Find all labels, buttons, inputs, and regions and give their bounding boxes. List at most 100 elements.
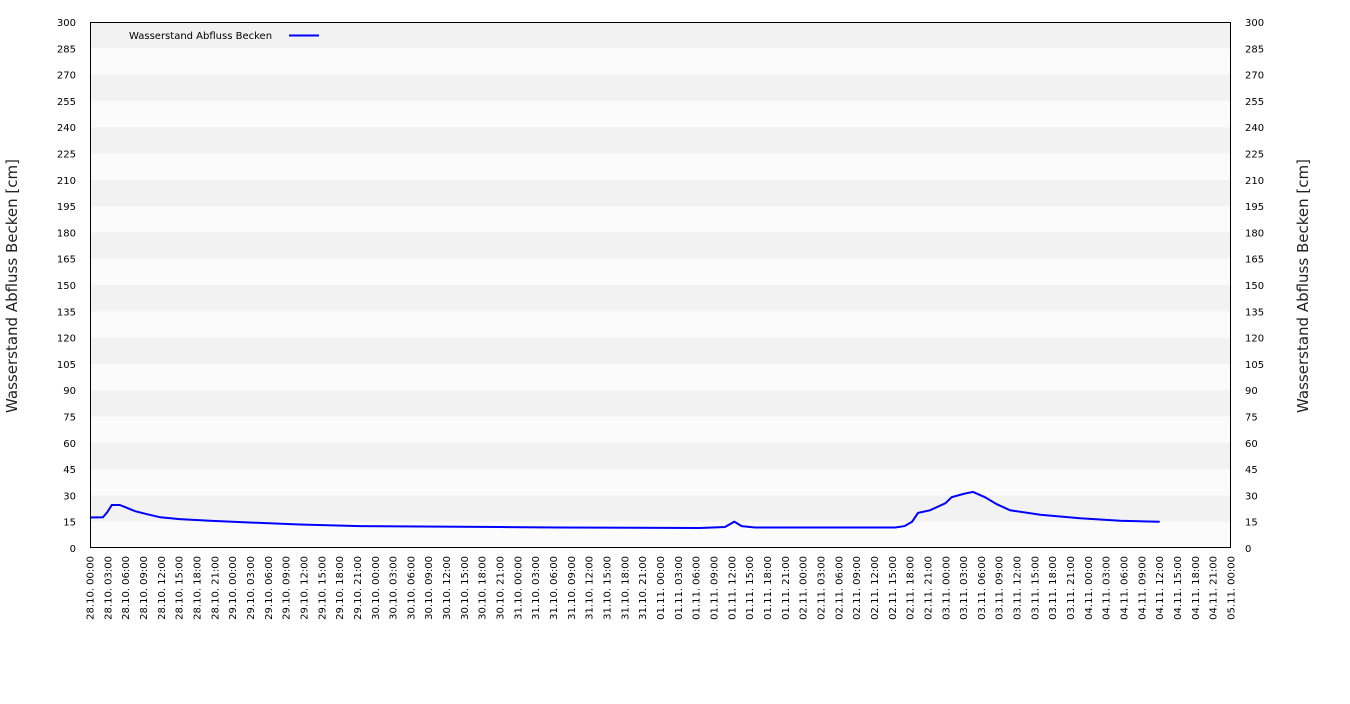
y-axis-left-label: Wasserstand Abfluss Becken [cm] bbox=[3, 159, 21, 413]
x-tick-label: 03.11. 12:00 bbox=[1013, 556, 1024, 620]
y-tick-label-right: 225 bbox=[1245, 150, 1264, 161]
x-tick-label: 31.10. 09:00 bbox=[567, 556, 578, 620]
x-tick-label: 04.11. 09:00 bbox=[1137, 556, 1148, 620]
x-tick-label: 03.11. 09:00 bbox=[995, 556, 1006, 620]
x-tick-label: 30.10. 18:00 bbox=[478, 556, 489, 620]
y-tick-label-right: 105 bbox=[1245, 360, 1264, 371]
x-tick-label: 31.10. 00:00 bbox=[513, 556, 524, 620]
x-tick-label: 03.11. 06:00 bbox=[977, 556, 988, 620]
x-tick-label: 02.11. 06:00 bbox=[834, 556, 845, 620]
y-tick-label-left: 135 bbox=[57, 307, 76, 318]
y-tick-label-right: 60 bbox=[1245, 439, 1258, 450]
x-tick-label: 28.10. 18:00 bbox=[192, 556, 203, 620]
y-tick-label-left: 75 bbox=[63, 413, 76, 424]
y-tick-label-right: 0 bbox=[1245, 544, 1251, 555]
grid-band bbox=[90, 416, 1231, 443]
y-tick-label-left: 150 bbox=[57, 281, 76, 292]
x-tick-label: 28.10. 09:00 bbox=[139, 556, 150, 620]
x-tick-label: 29.10. 18:00 bbox=[335, 556, 346, 620]
grid-bands bbox=[90, 22, 1231, 548]
y-tick-label-left: 285 bbox=[57, 44, 76, 55]
x-tick-label: 01.11. 15:00 bbox=[745, 556, 756, 620]
series-line-wasserstand bbox=[89, 490, 1160, 530]
x-tick-label: 03.11. 21:00 bbox=[1066, 556, 1077, 620]
y-tick-label-left: 300 bbox=[57, 18, 76, 29]
x-tick-label: 05.11. 00:00 bbox=[1227, 556, 1238, 620]
y-tick-label-left: 90 bbox=[63, 386, 76, 397]
y-tick-label-right: 15 bbox=[1245, 518, 1258, 529]
y-axis-right-ticks: 0 15 30 45 60 75 90 105 120 135 150 165 180 195 210 225… bbox=[1245, 18, 1264, 555]
x-tick-label: 31.10. 15:00 bbox=[603, 556, 614, 620]
x-tick-label: 28.10. 15:00 bbox=[175, 556, 186, 620]
x-tick-label: 04.11. 00:00 bbox=[1084, 556, 1095, 620]
y-tick-label-right: 45 bbox=[1245, 465, 1258, 476]
x-tick-label: 01.11. 21:00 bbox=[781, 556, 792, 620]
x-tick-label: 30.10. 00:00 bbox=[371, 556, 382, 620]
x-tick-label: 31.10. 03:00 bbox=[531, 556, 542, 620]
y-tick-label-left: 270 bbox=[57, 71, 76, 82]
x-tick-label: 29.10. 12:00 bbox=[299, 556, 310, 620]
x-tick-label: 31.10. 18:00 bbox=[620, 556, 631, 620]
x-tick-label: 04.11. 18:00 bbox=[1191, 556, 1202, 620]
grid-band bbox=[90, 521, 1231, 548]
x-tick-label: 28.10. 12:00 bbox=[157, 556, 168, 620]
x-tick-label: 28.10. 06:00 bbox=[121, 556, 132, 620]
y-tick-label-right: 75 bbox=[1245, 413, 1258, 424]
y-tick-label-left: 105 bbox=[57, 360, 76, 371]
x-tick-label: 30.10. 15:00 bbox=[460, 556, 471, 620]
y-tick-label-left: 30 bbox=[63, 491, 76, 502]
y-tick-label-right: 240 bbox=[1245, 123, 1264, 134]
x-tick-label: 04.11. 06:00 bbox=[1120, 556, 1131, 620]
x-tick-label: 29.10. 21:00 bbox=[353, 556, 364, 620]
x-tick-label: 31.10. 12:00 bbox=[585, 556, 596, 620]
y-tick-label-left: 255 bbox=[57, 97, 76, 108]
x-tick-label: 01.11. 06:00 bbox=[692, 556, 703, 620]
x-tick-label: 29.10. 00:00 bbox=[228, 556, 239, 620]
y-tick-label-left: 225 bbox=[57, 150, 76, 161]
x-tick-label: 29.10. 15:00 bbox=[317, 556, 328, 620]
y-tick-label-left: 195 bbox=[57, 202, 76, 213]
grid-band bbox=[90, 22, 1231, 49]
x-tick-label: 29.10. 03:00 bbox=[246, 556, 257, 620]
y-tick-label-left: 240 bbox=[57, 123, 76, 134]
x-tick-label: 02.11. 15:00 bbox=[888, 556, 899, 620]
x-tick-label: 30.10. 12:00 bbox=[442, 556, 453, 620]
legend-label: Wasserstand Abfluss Becken bbox=[129, 31, 272, 42]
x-tick-label: 31.10. 06:00 bbox=[549, 556, 560, 620]
y-tick-label-left: 210 bbox=[57, 176, 76, 187]
legend: Wasserstand Abfluss Becken bbox=[129, 31, 319, 42]
plot-frame bbox=[90, 22, 1231, 548]
grid-band bbox=[90, 311, 1231, 338]
y-tick-label-left: 60 bbox=[63, 439, 76, 450]
y-tick-label-right: 135 bbox=[1245, 307, 1264, 318]
y-tick-label-right: 270 bbox=[1245, 71, 1264, 82]
x-tick-label: 03.11. 03:00 bbox=[959, 556, 970, 620]
x-tick-label: 02.11. 00:00 bbox=[799, 556, 810, 620]
y-tick-label-right: 90 bbox=[1245, 386, 1258, 397]
x-tick-label: 02.11. 09:00 bbox=[852, 556, 863, 620]
y-tick-label-left: 0 bbox=[70, 544, 76, 555]
x-tick-label: 01.11. 03:00 bbox=[674, 556, 685, 620]
x-tick-label: 30.10. 06:00 bbox=[406, 556, 417, 620]
y-tick-label-right: 210 bbox=[1245, 176, 1264, 187]
y-tick-label-left: 45 bbox=[63, 465, 76, 476]
x-tick-label: 02.11. 03:00 bbox=[816, 556, 827, 620]
grid-band bbox=[90, 495, 1231, 522]
y-tick-label-right: 195 bbox=[1245, 202, 1264, 213]
y-tick-label-right: 180 bbox=[1245, 228, 1264, 239]
grid-band bbox=[90, 127, 1231, 154]
x-tick-label: 04.11. 21:00 bbox=[1209, 556, 1220, 620]
y-tick-label-left: 120 bbox=[57, 334, 76, 345]
x-tick-label: 30.10. 03:00 bbox=[389, 556, 400, 620]
grid-band bbox=[90, 390, 1231, 417]
x-tick-label: 28.10. 03:00 bbox=[103, 556, 114, 620]
y-tick-label-left: 180 bbox=[57, 228, 76, 239]
x-tick-label: 01.11. 12:00 bbox=[727, 556, 738, 620]
x-tick-label: 30.10. 09:00 bbox=[424, 556, 435, 620]
grid-band bbox=[90, 153, 1231, 180]
x-tick-label: 02.11. 18:00 bbox=[906, 556, 917, 620]
y-axis-right-label: Wasserstand Abfluss Becken [cm] bbox=[1294, 159, 1312, 413]
grid-band bbox=[90, 179, 1231, 207]
grid-band bbox=[90, 74, 1231, 101]
